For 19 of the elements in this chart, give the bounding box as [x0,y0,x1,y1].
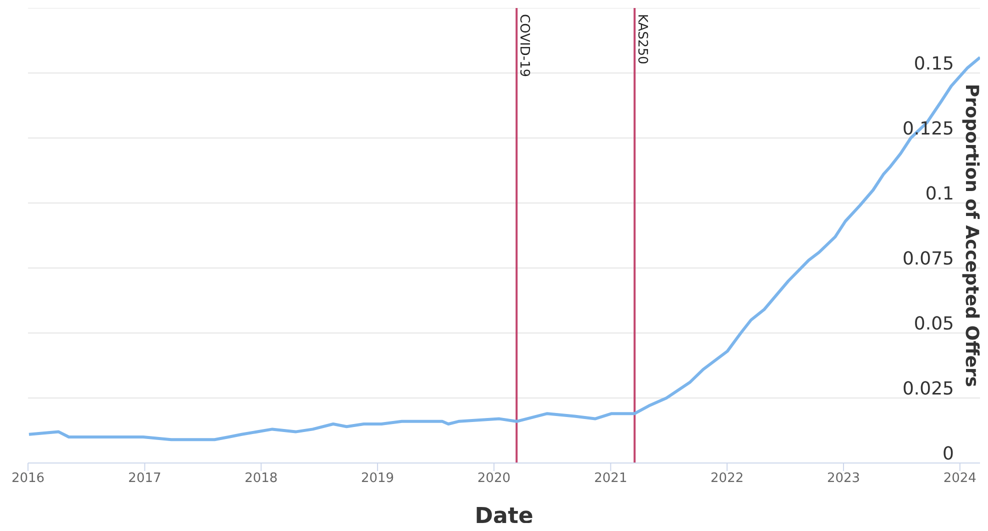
y-tick-label: 0.1 [925,183,954,204]
x-tick-label: 2018 [244,471,278,486]
y-tick-label: 0.05 [914,313,954,334]
y-tick-label: 0 [942,443,954,464]
x-tick-label: 2024 [943,471,976,486]
x-tick-label: 2022 [710,471,744,486]
ref-line-label: COVID-19 [516,14,532,78]
x-tick-label: 2020 [477,471,510,486]
y-tick-label: 0.025 [902,378,954,400]
x-tick-label: 2016 [11,471,45,486]
x-tick-label: 2017 [128,471,162,486]
x-tick-label: 2023 [826,471,860,486]
x-tick-label: 2019 [361,471,394,486]
y-tick-label: 0.075 [902,248,954,270]
y-tick-label: 0.15 [914,53,954,74]
x-axis-title: Date [474,504,534,529]
y-axis-title: Proportion of Accepted Offers [961,84,982,388]
x-tick-label: 2021 [594,471,628,486]
ref-line-label: KAS250 [634,14,650,64]
